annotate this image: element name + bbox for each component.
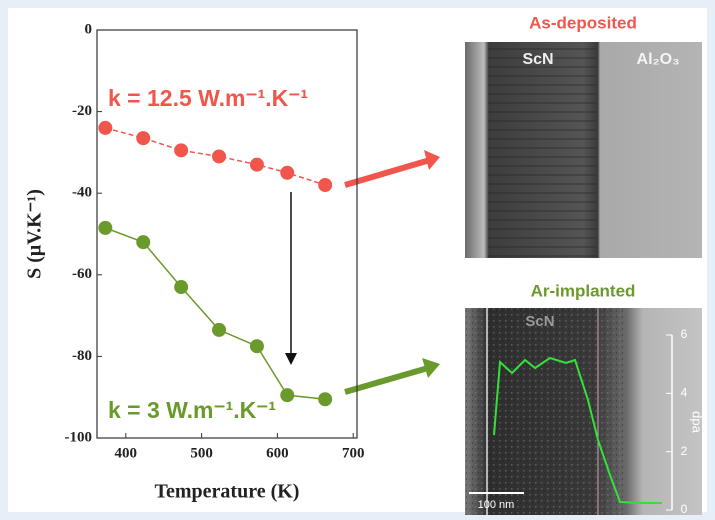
- tem-texture: [465, 308, 625, 515]
- data-point: [174, 280, 188, 294]
- data-point: [98, 221, 112, 235]
- panel-title: Ar-implanted: [531, 281, 636, 300]
- x-tick-label: 400: [115, 445, 138, 461]
- data-point: [136, 235, 150, 249]
- y-tick-label: -60: [72, 266, 92, 282]
- data-point: [250, 339, 264, 353]
- scale-bar-label: 100 nm: [478, 499, 515, 511]
- inset-tick-label: 6: [681, 327, 688, 341]
- layer-label: Al₂O₃: [637, 51, 680, 68]
- annotation: k = 12.5 W.m⁻¹.K⁻¹: [108, 85, 308, 111]
- y-axis-label: S (μV.K⁻¹): [24, 189, 46, 279]
- y-tick-label: -40: [72, 185, 92, 201]
- annotation: k = 3 W.m⁻¹.K⁻¹: [108, 397, 276, 423]
- data-point: [280, 388, 294, 402]
- y-tick-label: -100: [65, 429, 93, 445]
- x-tick-label: 500: [190, 445, 213, 461]
- data-point: [136, 131, 150, 145]
- x-tick-label: 600: [266, 445, 289, 461]
- data-point: [212, 323, 226, 337]
- tem-texture: [488, 42, 596, 258]
- inset-tick-label: 4: [681, 386, 688, 400]
- layer-label: ScN: [525, 313, 554, 330]
- data-point: [280, 166, 294, 180]
- x-tick-label: 700: [342, 445, 365, 461]
- figure: As-deposited ScN Al₂O₃ Ar-implanted ScN …: [0, 0, 715, 520]
- x-axis-label: Temperature (K): [155, 481, 300, 503]
- layer-label: ScN: [522, 51, 553, 68]
- page: {"chart_data": {"type": "line", "x_label…: [0, 0, 715, 520]
- inset-tick-label: 2: [681, 444, 688, 458]
- data-point: [212, 149, 226, 163]
- data-point: [98, 121, 112, 135]
- y-tick-label: -80: [72, 348, 92, 364]
- data-point: [250, 158, 264, 172]
- data-point: [174, 143, 188, 157]
- inset-axis-label: dpa: [690, 411, 705, 433]
- y-tick-label: -20: [72, 103, 92, 119]
- y-tick-label: 0: [85, 21, 93, 37]
- panel-title: As-deposited: [529, 13, 637, 32]
- inset-tick-label: 0: [681, 502, 688, 516]
- data-point: [318, 392, 332, 406]
- data-point: [318, 178, 332, 192]
